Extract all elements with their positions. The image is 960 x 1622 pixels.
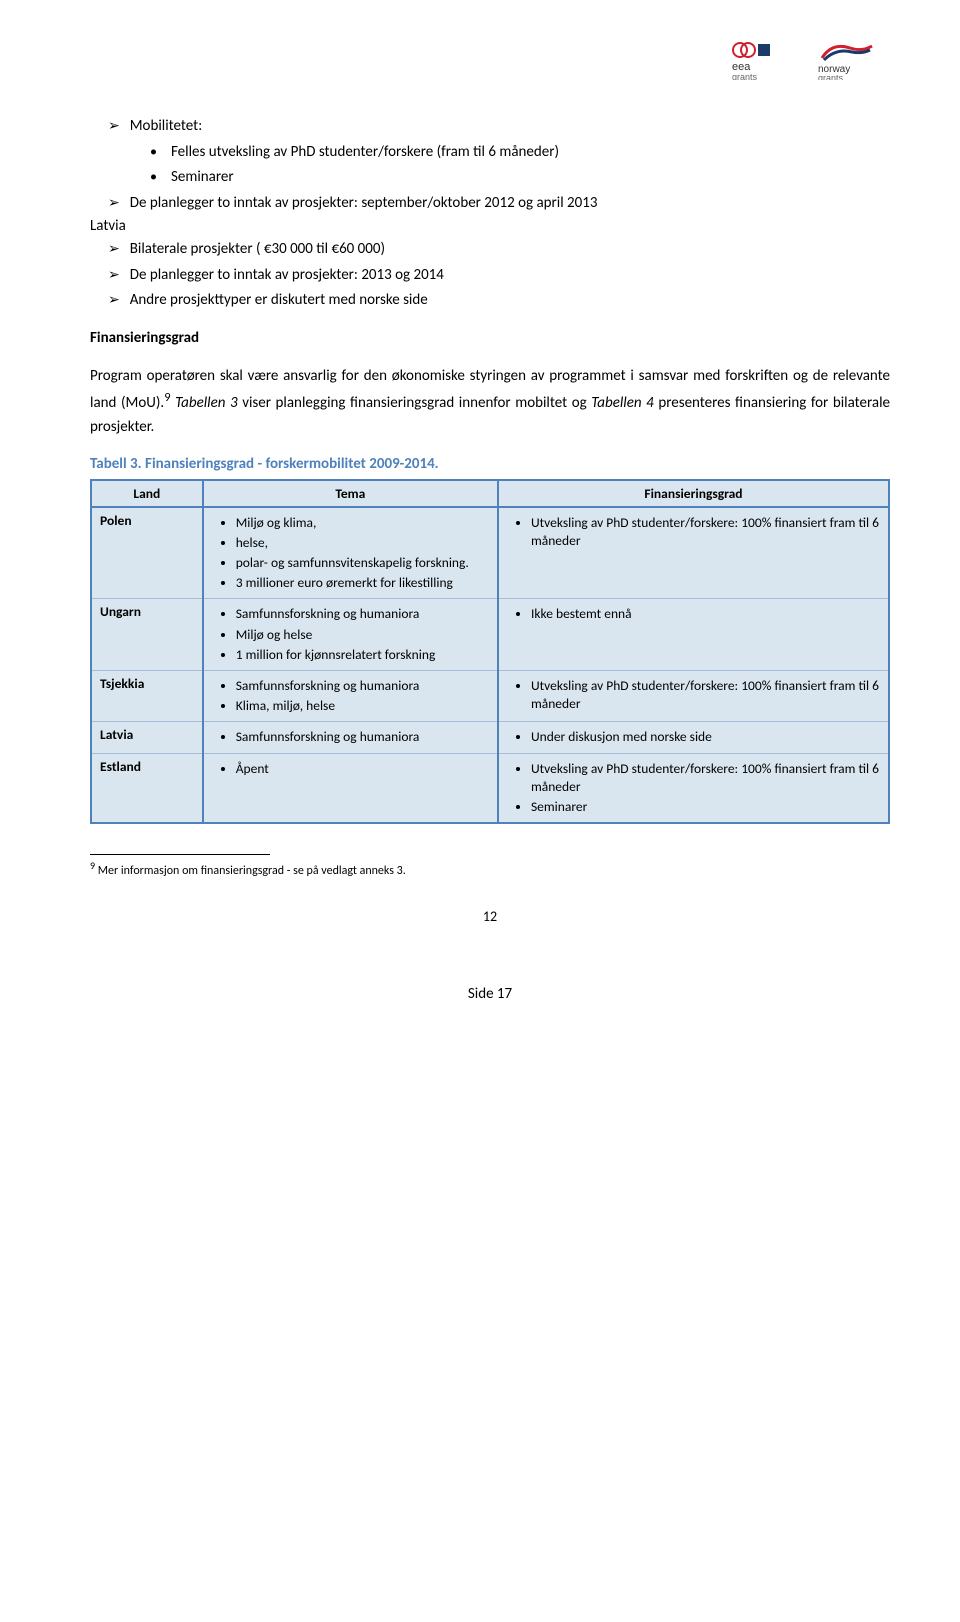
page-number: 12 [90, 908, 890, 925]
list-item: Under diskusjon med norske side [531, 728, 880, 746]
list-item: Utveksling av PhD studenter/forskere: 10… [531, 677, 880, 713]
th-tema: Tema [203, 480, 498, 507]
footnote-text: Mer informasjon om finansieringsgrad - s… [95, 864, 406, 878]
cell-tema: Samfunnsforskning og humaniora Miljø og … [203, 599, 498, 671]
p-sup: 9 [164, 390, 170, 405]
p-tab3: Tabellen 3 [175, 394, 238, 412]
cell-land: Estland [91, 753, 203, 823]
cell-land: Ungarn [91, 599, 203, 671]
table-row: Tsjekkia Samfunnsforskning og humaniora … [91, 671, 889, 722]
eea-grants-logo: eea grants [728, 40, 808, 80]
cell-fin: Ikke bestemt ennå [498, 599, 889, 671]
cell-tema: Samfunnsforskning og humaniora [203, 722, 498, 753]
finansieringsgrad-table: Land Tema Finansieringsgrad Polen Miljø … [90, 479, 890, 825]
list-item: Åpent [236, 760, 489, 778]
list-item: Samfunnsforskning og humaniora [236, 728, 489, 746]
list-item: Miljø og klima, [236, 514, 489, 532]
table-row: Polen Miljø og klima, helse, polar- og s… [91, 507, 889, 599]
bullet-andre: ➢ Andre prosjekttyper er diskutert med n… [108, 289, 890, 312]
list-item: Samfunnsforskning og humaniora [236, 677, 489, 695]
cell-land: Tsjekkia [91, 671, 203, 722]
table-caption: Tabell 3. Finansieringsgrad - forskermob… [90, 455, 890, 473]
p-tab4: Tabellen 4 [591, 394, 654, 412]
dot-bullet-icon: • [150, 166, 157, 187]
bullet-planlegger-2013: ➢ De planlegger to inntak av prosjekter:… [108, 264, 890, 287]
latvia-heading: Latvia [90, 217, 890, 235]
text: Mobilitetet: [130, 115, 202, 138]
header-logos: eea grants norway grants [90, 40, 890, 85]
text: Felles utveksling av PhD studenter/forsk… [171, 141, 559, 164]
cell-tema: Samfunnsforskning og humaniora Klima, mi… [203, 671, 498, 722]
bullet-bilaterale: ➢ Bilaterale prosjekter ( €30 000 til €6… [108, 238, 890, 261]
triangle-bullet-icon: ➢ [108, 289, 120, 310]
table-row: Latvia Samfunnsforskning og humaniora Un… [91, 722, 889, 753]
triangle-bullet-icon: ➢ [108, 115, 120, 136]
bullet-planlegger-2012: ➢ De planlegger to inntak av prosjekter:… [108, 192, 890, 215]
text: Bilaterale prosjekter ( €30 000 til €60 … [130, 238, 385, 261]
footnote-separator [90, 854, 270, 855]
norway-grants-logo: norway grants [812, 40, 890, 80]
text: De planlegger to inntak av prosjekter: 2… [130, 264, 444, 287]
table-header-row: Land Tema Finansieringsgrad [91, 480, 889, 507]
bullet-seminarer: • Seminarer [150, 166, 890, 189]
list-item: polar- og samfunnsvitenskapelig forsknin… [236, 554, 489, 572]
svg-text:grants: grants [732, 72, 758, 80]
list-item: Seminarer [531, 798, 880, 816]
cell-fin: Utveksling av PhD studenter/forskere: 10… [498, 507, 889, 599]
finansieringsgrad-heading: Finansieringsgrad [90, 326, 890, 350]
side-label: Side 17 [90, 985, 890, 1003]
cell-land: Latvia [91, 722, 203, 753]
list-item: Ikke bestemt ennå [531, 605, 880, 623]
th-fin: Finansieringsgrad [498, 480, 889, 507]
dot-bullet-icon: • [150, 141, 157, 162]
list-item: 3 millioner euro øremerkt for likestilli… [236, 574, 489, 592]
text: Seminarer [171, 166, 234, 189]
list-item: Utveksling av PhD studenter/forskere: 10… [531, 514, 880, 550]
list-item: Klima, miljø, helse [236, 697, 489, 715]
table-row: Ungarn Samfunnsforskning og humaniora Mi… [91, 599, 889, 671]
triangle-bullet-icon: ➢ [108, 238, 120, 259]
th-land: Land [91, 480, 203, 507]
list-item: 1 million for kjønnsrelatert forskning [236, 646, 489, 664]
p-mid: viser planlegging finansieringsgrad inne… [238, 394, 592, 412]
bullet-felles: • Felles utveksling av PhD studenter/for… [150, 141, 890, 164]
cell-fin: Under diskusjon med norske side [498, 722, 889, 753]
svg-text:grants: grants [818, 73, 844, 80]
triangle-bullet-icon: ➢ [108, 192, 120, 213]
footnote: 9 Mer informasjon om finansieringsgrad -… [90, 859, 890, 878]
body-paragraph: Program operatøren skal være ansvarlig f… [90, 364, 890, 439]
table-row: Estland Åpent Utveksling av PhD studente… [91, 753, 889, 823]
text: De planlegger to inntak av prosjekter: s… [130, 192, 598, 215]
cell-fin: Utveksling av PhD studenter/forskere: 10… [498, 671, 889, 722]
text: Andre prosjekttyper er diskutert med nor… [130, 289, 428, 312]
list-item: helse, [236, 534, 489, 552]
cell-tema: Åpent [203, 753, 498, 823]
bullet-mobilitetet: ➢ Mobilitetet: [108, 115, 890, 138]
triangle-bullet-icon: ➢ [108, 264, 120, 285]
cell-fin: Utveksling av PhD studenter/forskere: 10… [498, 753, 889, 823]
cell-tema: Miljø og klima, helse, polar- og samfunn… [203, 507, 498, 599]
list-item: Samfunnsforskning og humaniora [236, 605, 489, 623]
list-item: Miljø og helse [236, 626, 489, 644]
cell-land: Polen [91, 507, 203, 599]
list-item: Utveksling av PhD studenter/forskere: 10… [531, 760, 880, 796]
